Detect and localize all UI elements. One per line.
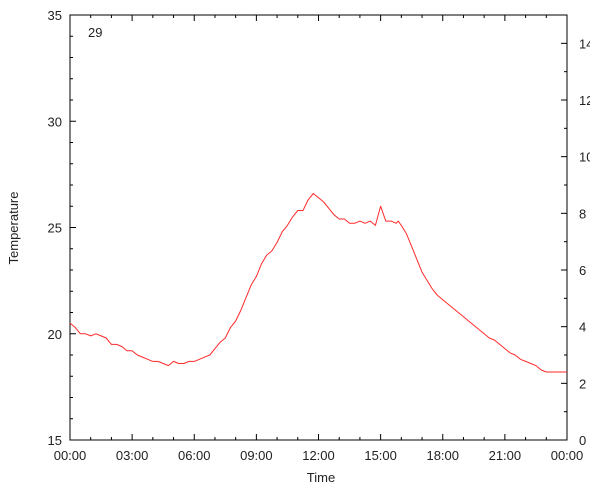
x-tick-label: 06:00 [178, 448, 211, 463]
series-layer [69, 193, 567, 373]
x-tick-label: 00:00 [54, 448, 87, 463]
x-axis: 00:00 03:00 06:00 09:00 12:00 15:00 18:00 21:00… [54, 15, 584, 463]
y-axis-left: 15 20 25 30 35 [48, 8, 76, 448]
y-tick-label: 30 [48, 114, 62, 129]
y2-tick-label: 8 [579, 206, 586, 221]
y2-tick-label: 4 [579, 320, 586, 335]
plot-frame [69, 14, 568, 441]
y2-tick-label: 10 [579, 150, 590, 165]
x-tick-label: 12:00 [302, 448, 335, 463]
y-axis-label: Temperature [6, 192, 21, 265]
y2-tick-label: 6 [579, 263, 586, 278]
y2-tick-label: 14 [579, 36, 590, 51]
y2-tick-label: 0 [579, 433, 586, 448]
y-axis-right: 0 2 4 6 8 10 12 14 [561, 14, 590, 448]
y-tick-label: 20 [48, 327, 62, 342]
x-tick-label: 00:00 [551, 448, 584, 463]
y-tick-label: 25 [48, 221, 62, 236]
x-tick-label: 03:00 [116, 448, 149, 463]
chart-annotation: 29 [88, 25, 102, 40]
y2-tick-label: 2 [579, 376, 586, 391]
y-tick-label: 15 [48, 433, 62, 448]
x-tick-label: 15:00 [364, 448, 397, 463]
plot-border [69, 14, 568, 441]
y-tick-label: 35 [48, 8, 62, 23]
temperature-series-line [69, 193, 567, 373]
x-tick-label: 18:00 [426, 448, 459, 463]
y2-tick-label: 12 [579, 93, 590, 108]
x-axis-label: Time [307, 470, 335, 485]
x-tick-label: 21:00 [489, 448, 522, 463]
x-tick-label: 09:00 [240, 448, 273, 463]
